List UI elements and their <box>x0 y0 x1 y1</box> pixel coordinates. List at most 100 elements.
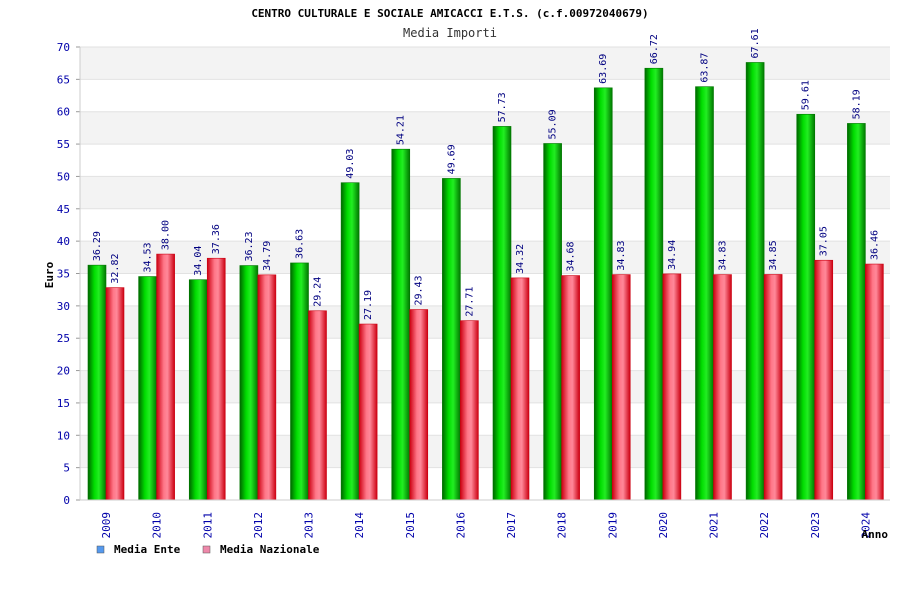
bar-value-label: 49.69 <box>446 144 457 174</box>
x-tick-label: 2022 <box>758 512 771 539</box>
y-tick-label: 5 <box>63 462 70 475</box>
y-tick-label: 65 <box>57 73 70 86</box>
y-tick-label: 0 <box>63 494 70 507</box>
bar-value-label: 54.21 <box>396 115 407 145</box>
y-tick-label: 30 <box>57 300 70 313</box>
bar-value-label: 37.05 <box>819 226 830 256</box>
legend-label-nazionale: Media Nazionale <box>220 543 320 556</box>
bar-media-nazionale <box>358 323 378 501</box>
bar-media-ente <box>796 113 816 501</box>
y-tick-label: 20 <box>57 365 70 378</box>
x-tick-label: 2017 <box>505 512 518 539</box>
x-axis-ticks: 2009 2010 2011 2012 2013 2014 2015 2016 2017 2018… <box>100 512 872 539</box>
plot-band <box>80 144 890 177</box>
x-tick-label: 2009 <box>100 512 113 539</box>
bar-value-label: 37.36 <box>211 224 222 254</box>
bar-media-nazionale <box>865 263 884 501</box>
bar-media-ente <box>442 178 461 501</box>
bar-value-label: 38.00 <box>161 220 172 250</box>
bar-value-label: 27.19 <box>363 290 374 320</box>
bar-media-nazionale <box>409 309 429 501</box>
x-tick-label: 2010 <box>151 512 164 539</box>
bar-media-nazionale <box>308 310 327 501</box>
legend-swatch-nazionale <box>202 545 211 554</box>
x-tick-label: 2016 <box>454 512 467 539</box>
bar-media-ente <box>593 87 613 501</box>
bar-value-label: 27.71 <box>464 287 475 317</box>
x-tick-label: 2023 <box>809 512 822 539</box>
y-tick-label: 15 <box>57 397 70 410</box>
bar-value-label: 32.82 <box>110 253 121 283</box>
bar-media-ente <box>391 148 411 501</box>
bar-value-label: 63.69 <box>598 54 609 84</box>
x-tick-label: 2018 <box>556 512 569 539</box>
bar-media-ente <box>644 67 664 501</box>
bar-value-label: 34.32 <box>515 244 526 274</box>
bar-value-label: 66.72 <box>649 34 660 64</box>
bar-value-label: 29.24 <box>313 277 324 307</box>
x-tick-label: 2012 <box>252 512 265 539</box>
bar-media-nazionale <box>257 274 277 501</box>
bar-media-nazionale <box>814 259 834 501</box>
bar-media-nazionale <box>206 257 226 501</box>
bar-value-label: 34.53 <box>143 242 154 272</box>
bar-value-label: 34.68 <box>566 241 577 271</box>
bar-value-label: 34.04 <box>193 246 204 276</box>
y-tick-label: 50 <box>57 170 70 183</box>
bar-media-ente <box>543 143 562 501</box>
y-tick-label: 70 <box>57 41 70 54</box>
bar-media-ente <box>239 265 259 501</box>
bar-value-label: 59.61 <box>801 80 812 110</box>
legend: Media Ente Media Nazionale <box>96 543 320 556</box>
plot-band <box>80 176 890 209</box>
bar-value-label: 49.03 <box>345 149 356 179</box>
x-tick-label: 2015 <box>404 512 417 539</box>
x-tick-label: 2013 <box>303 512 316 539</box>
y-tick-label: 10 <box>57 429 70 442</box>
y-tick-label: 35 <box>57 268 70 281</box>
legend-label-ente: Media Ente <box>114 543 181 556</box>
bar-media-nazionale <box>156 253 175 501</box>
bar-media-ente <box>695 86 714 501</box>
bar-value-label: 58.19 <box>851 89 862 119</box>
bar-value-label: 36.29 <box>92 231 103 261</box>
bar-value-label: 34.83 <box>616 240 627 270</box>
bar-media-nazionale <box>713 274 732 501</box>
x-tick-label: 2021 <box>708 512 721 539</box>
x-tick-label: 2024 <box>859 512 872 539</box>
x-tick-label: 2020 <box>657 512 670 539</box>
bar-labels: 36.29 32.82 34.53 38.00 34.04 37.36 36.23 34.79… <box>92 28 880 320</box>
plot-band <box>80 111 890 145</box>
bar-media-ente <box>745 62 765 501</box>
chart-subtitle: Media Importi <box>403 26 497 40</box>
bar-media-ente <box>340 182 360 501</box>
y-axis-label: Euro <box>43 261 56 288</box>
chart-title: CENTRO CULTURALE E SOCIALE AMICACCI E.T.… <box>251 7 648 20</box>
bar-value-label: 34.85 <box>768 240 779 270</box>
bar-media-nazionale <box>763 274 783 501</box>
plot-band <box>80 47 890 80</box>
bar-value-label: 34.94 <box>667 240 678 270</box>
bar-media-nazionale <box>105 287 125 501</box>
plot-band <box>80 79 890 112</box>
y-tick-label: 45 <box>57 203 70 216</box>
bar-value-label: 34.79 <box>262 241 273 271</box>
y-tick-label: 60 <box>57 106 70 119</box>
bar-media-nazionale <box>662 273 682 501</box>
bar-media-ente <box>138 276 157 501</box>
x-tick-label: 2019 <box>606 512 619 539</box>
x-axis-label: Anno <box>862 528 889 541</box>
bar-value-label: 57.73 <box>497 92 508 122</box>
bar-value-label: 36.63 <box>295 229 306 259</box>
plot-band <box>80 208 890 242</box>
y-tick-label: 55 <box>57 138 70 151</box>
bar-value-label: 36.23 <box>244 231 255 261</box>
bar-value-label: 63.87 <box>700 53 711 83</box>
bar-media-ente <box>492 126 512 501</box>
bar-media-nazionale <box>510 277 530 501</box>
bar-value-label: 67.61 <box>750 28 761 58</box>
bar-media-nazionale <box>561 275 580 501</box>
bar-value-label: 34.83 <box>718 240 729 270</box>
